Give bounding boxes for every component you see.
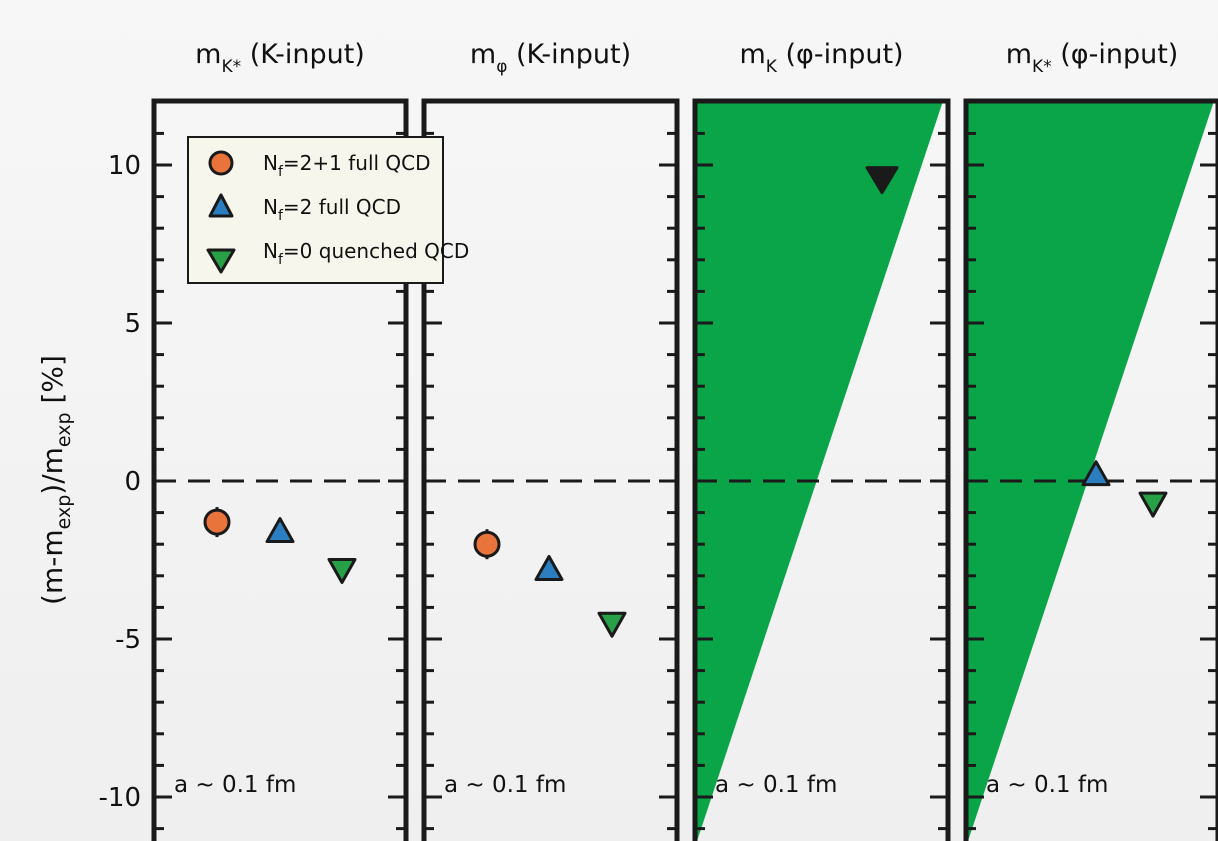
panel-3: a ~ 0.1 fm: [692, 98, 951, 841]
panel-titles: mK* (K-input) mφ (K-input) mK (φ-input) mK*…: [195, 39, 1178, 77]
panel-frame: [692, 98, 951, 841]
y-axis-label: (m-mexp)/mexp [%]: [36, 355, 75, 605]
panel-title: mK* (K-input): [195, 39, 365, 77]
data-point: [865, 166, 899, 195]
panel-frame: [963, 98, 1218, 841]
panel-frame: [151, 98, 409, 841]
data-point: [203, 508, 231, 536]
data-point: [534, 554, 564, 581]
panel-title: mK (φ-input): [739, 39, 903, 77]
y-tick-label: 5: [124, 309, 141, 339]
y-tick-labels: 10 5 0 -5 -10: [99, 151, 141, 813]
legend-entry-1: Nf=2+1 full QCD: [263, 151, 431, 180]
panel-note: a ~ 0.1 fm: [986, 772, 1108, 798]
legend-entry-2: Nf=2 full QCD: [263, 195, 401, 224]
y-axis-label-part: (m-m: [36, 529, 69, 605]
y-axis-label-sub: exp: [53, 495, 75, 530]
legend-marker-triangle-up: [208, 193, 234, 218]
panel-note: a ~ 0.1 fm: [444, 772, 566, 798]
y-tick-label: -10: [99, 783, 141, 813]
y-axis-label-part: [%]: [36, 355, 69, 412]
y-tick-label: 10: [108, 151, 141, 181]
legend-marker-circle: [208, 150, 234, 176]
data-point: [1138, 491, 1168, 518]
panel-1: a ~ 0.1 fm: [151, 98, 409, 841]
y-tick-label: 0: [124, 467, 141, 497]
legend-entry-3: Nf=0 quenched QCD: [263, 239, 469, 268]
panel-frame: [421, 98, 680, 841]
panel-note: a ~ 0.1 fm: [174, 772, 296, 798]
panel-title: mK* (φ-input): [1006, 39, 1179, 77]
chart-panels: a ~ 0.1 fm a ~ 0.1 fm a ~ 0.1 fm a ~ 0.1 fm: [151, 98, 1218, 841]
data-point: [473, 530, 501, 558]
y-axis-label-sub: exp: [53, 412, 75, 447]
y-axis-label-part: )/m: [36, 447, 69, 495]
panel-note: a ~ 0.1 fm: [715, 772, 837, 798]
data-point: [327, 557, 357, 584]
data-point: [597, 611, 627, 638]
uncertainty-band: [695, 101, 943, 841]
panel-2: a ~ 0.1 fm: [421, 98, 680, 841]
legend-marker-triangle-down: [206, 248, 236, 274]
legend: Nf=2+1 full QCD Nf=2 full QCD Nf=0 quenc…: [187, 136, 469, 284]
panel-4: a ~ 0.1 fm: [963, 98, 1218, 841]
y-tick-label: -5: [115, 625, 141, 655]
data-point: [1081, 460, 1111, 487]
data-point: [265, 517, 295, 544]
panel-title: mφ (K-input): [470, 39, 631, 77]
